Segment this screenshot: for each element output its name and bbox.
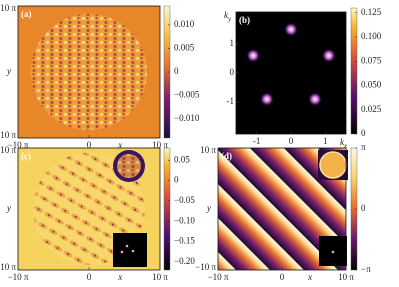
axis-label: y (206, 203, 211, 213)
inset-density-core (117, 154, 141, 178)
panel-label: (d) (221, 151, 232, 161)
colorbar-tick-label: 0.050 (361, 80, 382, 90)
x-tick-label: 0 (87, 272, 92, 282)
y-tick-label: 10 π (200, 145, 216, 155)
x-tick-label: 0 (280, 272, 285, 282)
axis-label-base: k (224, 10, 229, 20)
colorbar (350, 7, 358, 135)
x-tick-label: 10 π (152, 140, 168, 150)
colorbar-tick-label: −π (361, 264, 371, 274)
inset-spectrum (113, 233, 147, 267)
axis-label-sub: x (343, 142, 348, 150)
axis-label-base: k (340, 137, 345, 147)
axis-label: x (307, 272, 312, 282)
x-tick-label: 10 π (338, 272, 354, 282)
colorbar-tick-label: 0.025 (361, 104, 382, 114)
colorbar-tick-label: 0.125 (361, 7, 382, 17)
colorbar-tick-label: 0.010 (174, 19, 195, 29)
peak (284, 22, 298, 37)
x-tick-label: −10 π (8, 272, 29, 282)
y-tick-label: -1 (227, 96, 235, 106)
axis-label: x (117, 272, 122, 282)
x-tick-label: 1 (323, 136, 328, 146)
panel-label: (b) (239, 15, 250, 25)
y-tick-label: 0 (230, 67, 235, 77)
x-tick-label: 0 (289, 136, 294, 146)
heatmap-disk (31, 14, 147, 130)
inset-dot (125, 244, 129, 248)
panel-label: (c) (21, 151, 31, 161)
colorbar-tick-label: 0.100 (361, 31, 382, 41)
x-tick-label: 10 π (152, 272, 168, 282)
colorbar (163, 147, 171, 271)
axis-label: kx (340, 137, 348, 150)
inset-dot (120, 250, 124, 254)
colorbar-tick-label: −0.20 (174, 256, 195, 266)
colorbar-tick-label: −0.15 (174, 236, 195, 246)
y-tick-label: −10 π (0, 262, 16, 272)
colorbar-tick-label: 0 (361, 128, 366, 138)
images (18, 6, 346, 270)
y-tick-label: 10 π (0, 3, 16, 13)
panel-label: (a) (21, 9, 32, 19)
colorbar-tick-label: 0 (174, 175, 179, 185)
y-tick-label: 1 (230, 38, 235, 48)
colorbar-tick-label: 0 (361, 203, 366, 213)
y-tick-label: −10 π (195, 262, 216, 272)
y-tick-label: −10 π (0, 130, 16, 140)
colorbar-tick-label: −0.010 (174, 113, 200, 123)
y-tick-label: 10 π (0, 145, 16, 155)
axis-label-sub: y (227, 15, 232, 23)
x-tick-label: 0 (87, 140, 92, 150)
peak (246, 48, 261, 63)
colorbar-tick-label: −0.005 (174, 90, 200, 100)
colorbar-tick-label: 0.075 (361, 55, 382, 65)
inset-dot (331, 250, 335, 254)
peak (321, 48, 336, 63)
inset-phase-disk (319, 151, 347, 179)
axis-label: x (117, 140, 122, 150)
colorbar-tick-label: 0.005 (174, 42, 195, 52)
peak (308, 92, 323, 107)
axis-label: y (6, 66, 11, 76)
colorbar-tick-label: 0.05 (174, 154, 190, 164)
axis-label: ky (224, 10, 232, 23)
x-tick-label: −10 π (8, 140, 29, 150)
colorbar-tick-label: −0.05 (174, 195, 195, 205)
axis-label: y (6, 203, 11, 213)
x-tick-label: −10 π (208, 272, 229, 282)
peak (259, 92, 274, 107)
colorbar-tick-label: 0 (174, 66, 179, 76)
colorbar-tick-label: −0.10 (174, 215, 195, 225)
inset-dot (131, 249, 135, 253)
insets (113, 150, 348, 267)
x-tick-label: -1 (253, 136, 261, 146)
colorbar-tick-label: π (361, 142, 366, 152)
